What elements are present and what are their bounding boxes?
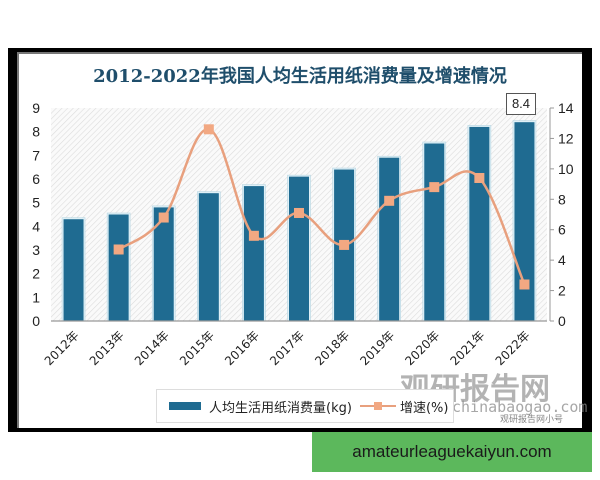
- legend: 人均生活用纸消费量(kg) 增速(%): [156, 389, 454, 423]
- line-marker: [113, 244, 124, 255]
- line-marker: [384, 195, 395, 206]
- x-tick-label: 2017年: [267, 328, 307, 368]
- bar: [243, 186, 264, 321]
- x-tick-label: 2018年: [312, 328, 352, 368]
- right-tick-label: 8: [558, 191, 566, 207]
- left-axis: 0 1 2 3 4 5 6 7 8 9: [32, 100, 40, 329]
- left-tick-label: 3: [32, 242, 40, 258]
- bar: [379, 157, 400, 321]
- line-marker: [248, 230, 259, 241]
- left-tick-label: 9: [32, 100, 40, 116]
- x-tick-label: 2019年: [357, 328, 397, 368]
- bar-legend-label: 人均生活用纸消费量(kg): [209, 400, 352, 416]
- bar: [108, 214, 129, 321]
- bar: [289, 176, 309, 321]
- right-tick-label: 12: [558, 130, 574, 146]
- left-tick-label: 5: [32, 195, 40, 211]
- line-legend-label: 增速(%): [399, 400, 449, 416]
- left-tick-label: 8: [32, 124, 40, 140]
- bar: [153, 207, 174, 321]
- right-tick-label: 14: [558, 100, 574, 116]
- watermark-site: chinabaogao.com: [452, 398, 588, 416]
- bar: [514, 122, 535, 321]
- bar: [469, 126, 490, 321]
- x-tick-label: 2021年: [448, 328, 488, 368]
- right-axis: 0 2 4 6 8 10 12 14: [550, 100, 574, 329]
- x-tick-label: 2014年: [132, 328, 172, 368]
- line-marker: [339, 239, 350, 250]
- footer-link[interactable]: amateurleaguekaiyun.com: [312, 432, 592, 472]
- bar: [424, 143, 445, 321]
- line-marker: [429, 182, 440, 193]
- right-tick-label: 10: [558, 161, 574, 177]
- x-tick-label: 2020年: [402, 328, 442, 368]
- x-tick-label: 2016年: [222, 328, 262, 368]
- bar: [63, 219, 84, 321]
- line-marker: [294, 207, 304, 218]
- left-tick-label: 4: [32, 218, 40, 234]
- bar: [198, 193, 219, 321]
- line-marker: [519, 279, 530, 290]
- right-tick-label: 6: [558, 222, 566, 238]
- right-tick-label: 2: [558, 283, 566, 299]
- line-marker: [203, 124, 214, 135]
- bar-legend-swatch: [169, 402, 201, 410]
- right-tick-label: 4: [558, 252, 566, 268]
- x-tick-label: 2012年: [42, 328, 82, 368]
- left-tick-label: 7: [32, 147, 40, 163]
- line-marker: [158, 212, 169, 223]
- x-tick-label: 2013年: [87, 328, 127, 368]
- line-legend-swatch: [359, 401, 396, 411]
- value-callout: 8.4: [506, 93, 536, 115]
- left-tick-label: 1: [32, 289, 40, 305]
- x-tick-label: 2022年: [493, 328, 533, 368]
- left-tick-label: 6: [32, 171, 40, 187]
- right-tick-label: 0: [558, 313, 566, 329]
- x-axis: 2012年 2013年 2014年 2015年 2016年 2017年 2018年 2019年…: [42, 328, 533, 368]
- line-series: [113, 124, 530, 290]
- left-tick-label: 0: [32, 313, 40, 329]
- left-tick-label: 2: [32, 266, 40, 282]
- watermark-wechat: 观研报告网小号: [500, 415, 564, 425]
- chart-title: 2012-2022年我国人均生活用纸消费量及增速情况: [93, 66, 507, 87]
- x-tick-label: 2015年: [177, 328, 217, 368]
- line-marker: [474, 172, 485, 183]
